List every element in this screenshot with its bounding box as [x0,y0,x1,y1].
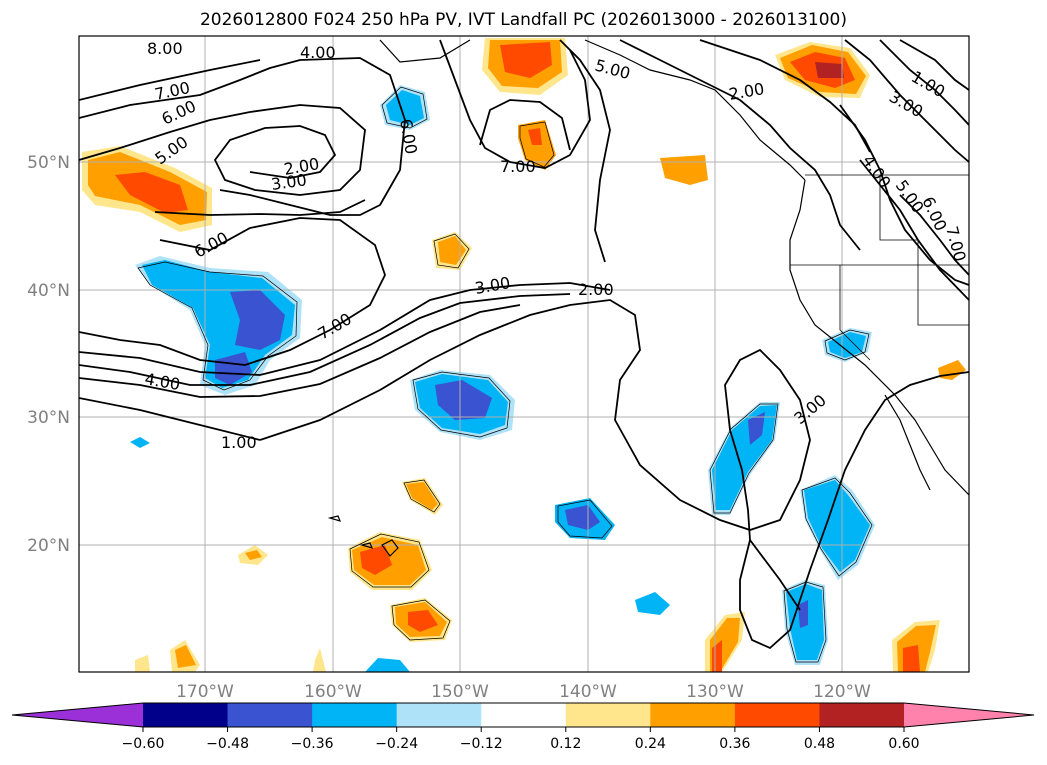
colorbar-segment [650,703,736,727]
anomaly-blob [245,550,262,560]
lat-label-50n: 50°N [27,153,70,173]
anomaly-blob [365,658,410,672]
anomaly-blob [408,610,438,632]
colorbar-tick-label: −0.36 [291,736,334,752]
lat-label-40n: 40°N [27,281,70,301]
colorbar-segment [312,703,398,727]
contour-label: 4.00 [300,43,336,62]
pv-anomaly-shading [82,38,966,672]
anomaly-blob [313,648,326,672]
anomaly-blob [135,655,150,672]
contour-label: 8.00 [147,39,183,58]
anomaly-blob [528,128,542,145]
lat-label-20n: 20°N [27,536,70,556]
anomaly-blob [635,592,670,615]
contour-label: 7.00 [500,157,536,176]
longitude-labels: 170°W 160°W 150°W 140°W 130°W 120°W [176,682,871,702]
map-frame [78,35,970,673]
colorbar-tick-label: 0.48 [804,736,835,752]
map-area: 8.00 7.00 6.00 5.00 4.00 6.00 2.00 3.00 … [79,36,969,672]
colorbar-extend-max [904,703,1034,727]
lon-label-120w: 120°W [813,682,871,702]
colorbar-segment [819,703,905,727]
contour-label: 3.00 [270,170,308,194]
colorbar-segment [734,703,820,727]
lon-label-150w: 150°W [431,682,489,702]
contour-label: 1.00 [221,433,257,452]
colorbar-tick-label: −0.60 [122,736,165,752]
anomaly-blob [798,600,808,628]
colorbar-segment [143,703,229,727]
anomaly-blob [406,482,438,510]
map-title: 2026012800 F024 250 hPa PV, IVT Landfall… [199,10,847,30]
contour-label: 2.00 [578,280,614,299]
colorbar-tick-label: 0.36 [719,736,750,752]
anomaly-blob [438,236,466,265]
lon-label-160w: 160°W [304,682,362,702]
graticule [79,36,969,672]
pv-contours [79,39,969,650]
colorbar-segment [396,703,482,727]
anomaly-blob [828,332,866,358]
anomaly-blob [130,437,150,448]
anomaly-blob [175,645,196,668]
anomaly-blob [215,352,252,385]
anomaly-blob [386,90,424,125]
anomaly-blob [565,505,600,530]
lat-label-30n: 30°N [27,408,70,428]
anomaly-blob [435,380,492,420]
colorbar-segment [565,703,651,727]
latitude-labels: 50°N 40°N 30°N 20°N [27,153,70,556]
anomaly-blob [500,42,552,78]
ivt-contours [137,86,873,663]
anomaly-blob [360,545,392,575]
colorbar: −0.60 −0.48 −0.36 −0.24 −0.12 0.12 0.24 0.36 0.4… [11,702,1035,752]
anomaly-blob [804,480,870,572]
colorbar-tick-label: 0.12 [550,736,581,752]
colorbar-tick-label: 0.60 [888,736,919,752]
anomaly-blob [748,412,765,445]
colorbar-tick-label: 0.24 [635,736,666,752]
colorbar-tick-label: −0.48 [206,736,249,752]
anomaly-blob [230,290,285,350]
anomaly-blob [115,172,188,213]
colorbar-tick-label: −0.24 [375,736,418,752]
colorbar-extend-min [12,703,143,727]
lon-label-140w: 140°W [559,682,617,702]
colorbar-segment [227,703,313,727]
anomaly-blob [903,645,920,672]
colorbar-segment [481,703,567,727]
colorbar-tick-label: −0.12 [460,736,503,752]
lon-label-130w: 130°W [686,682,744,702]
lon-label-170w: 170°W [176,682,234,702]
anomaly-blob [815,62,844,78]
